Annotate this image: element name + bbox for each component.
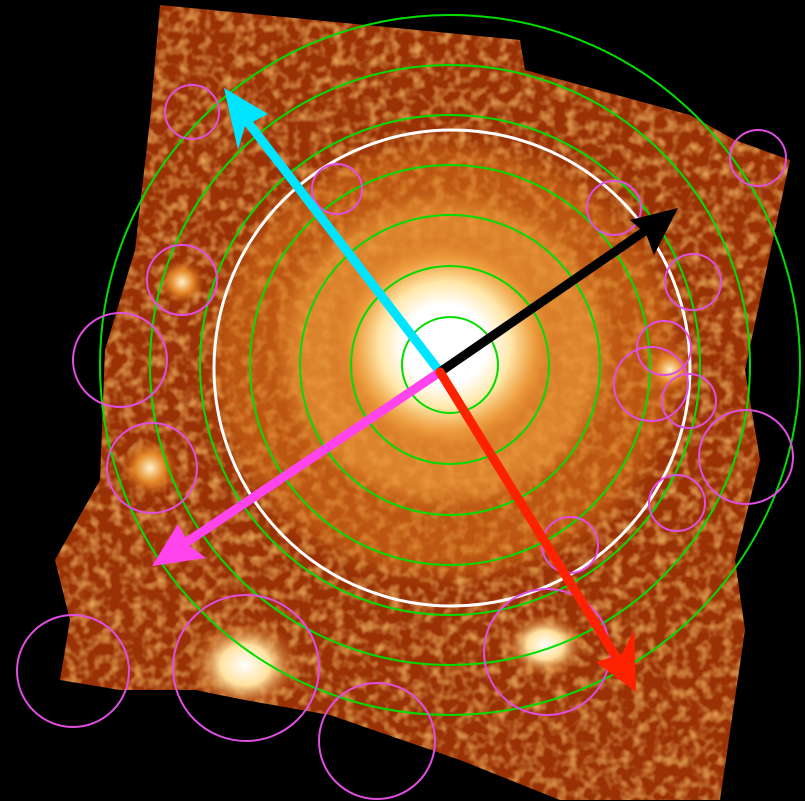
annulus-2: [350, 265, 550, 465]
cluster-core: [325, 230, 565, 460]
bright-source-bottom-left: [190, 620, 300, 710]
black-arrow: [435, 208, 678, 377]
source-region: [72, 312, 168, 408]
source-region: [661, 373, 717, 429]
cyan-arrow: [224, 88, 445, 377]
source-region: [664, 253, 722, 311]
annulus-5: [199, 114, 701, 616]
source-right: [646, 346, 694, 394]
field-bottom-gap: [0, 695, 560, 801]
annuli: [99, 14, 801, 716]
source-region: [729, 129, 787, 187]
direction-arrows: [152, 88, 678, 692]
source-left: [160, 260, 204, 304]
source-region: [164, 84, 220, 140]
red-arrow: [435, 367, 636, 692]
field-edge-gap: [528, 40, 805, 150]
source-region: [106, 422, 198, 514]
source-region: [146, 244, 218, 316]
magenta-arrow: [152, 367, 445, 566]
annulus-4: [249, 164, 651, 566]
bright-source-bottom-right: [505, 613, 585, 677]
source-region: [16, 614, 130, 728]
source-region: [311, 163, 363, 215]
source-region: [586, 180, 642, 236]
source-region: [648, 474, 706, 532]
white-reference-circle: [212, 128, 692, 608]
source-region: [613, 346, 689, 422]
source-region: [636, 320, 692, 376]
annulus-7: [99, 14, 801, 716]
annulus-3: [299, 214, 601, 516]
annulus-1: [401, 316, 499, 414]
annulus-6: [149, 64, 751, 666]
source-left-low: [122, 440, 178, 496]
source-region: [698, 409, 794, 505]
source-region: [318, 682, 436, 800]
source-region: [172, 594, 320, 742]
